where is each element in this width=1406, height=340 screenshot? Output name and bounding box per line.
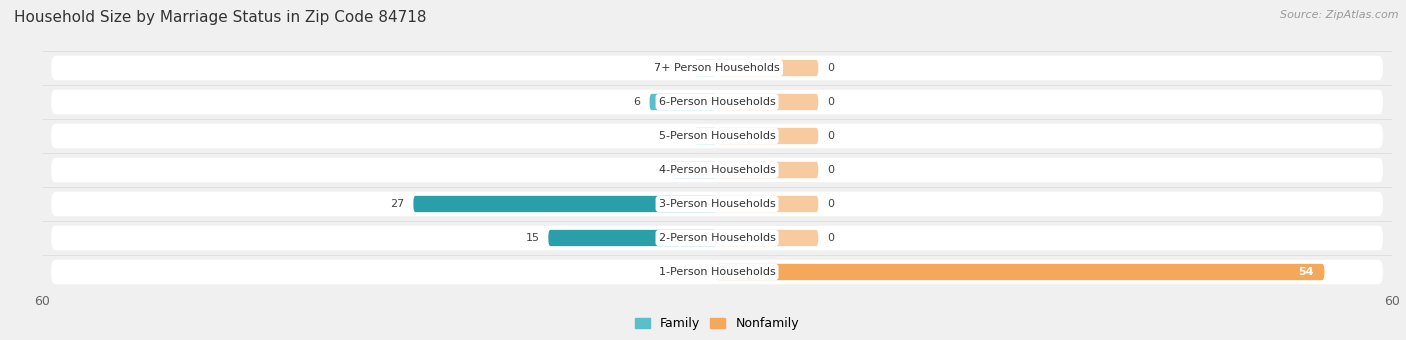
Text: 4: 4 (657, 165, 664, 175)
Text: 2: 2 (679, 131, 686, 141)
FancyBboxPatch shape (672, 162, 717, 178)
Text: 3-Person Households: 3-Person Households (658, 199, 776, 209)
Text: 0: 0 (827, 165, 834, 175)
Text: 2-Person Households: 2-Person Households (658, 233, 776, 243)
Text: 0: 0 (827, 233, 834, 243)
Text: 7+ Person Households: 7+ Person Households (654, 63, 780, 73)
Text: 6-Person Households: 6-Person Households (658, 97, 776, 107)
Text: 1-Person Households: 1-Person Households (658, 267, 776, 277)
FancyBboxPatch shape (650, 94, 717, 110)
FancyBboxPatch shape (51, 158, 1384, 182)
Text: 0: 0 (827, 131, 834, 141)
Text: Household Size by Marriage Status in Zip Code 84718: Household Size by Marriage Status in Zip… (14, 10, 426, 25)
Legend: Family, Nonfamily: Family, Nonfamily (630, 312, 804, 335)
FancyBboxPatch shape (695, 60, 717, 76)
FancyBboxPatch shape (717, 128, 818, 144)
FancyBboxPatch shape (51, 56, 1384, 80)
Text: 0: 0 (827, 97, 834, 107)
FancyBboxPatch shape (717, 60, 818, 76)
Text: 0: 0 (827, 199, 834, 209)
Text: 4-Person Households: 4-Person Households (658, 165, 776, 175)
FancyBboxPatch shape (413, 196, 717, 212)
FancyBboxPatch shape (695, 128, 717, 144)
Text: 5-Person Households: 5-Person Households (658, 131, 776, 141)
FancyBboxPatch shape (51, 226, 1384, 250)
Text: 27: 27 (389, 199, 405, 209)
Text: 6: 6 (634, 97, 641, 107)
Text: 15: 15 (526, 233, 540, 243)
FancyBboxPatch shape (717, 162, 818, 178)
FancyBboxPatch shape (717, 196, 818, 212)
FancyBboxPatch shape (717, 94, 818, 110)
FancyBboxPatch shape (717, 230, 818, 246)
Text: 54: 54 (1298, 267, 1313, 277)
FancyBboxPatch shape (717, 264, 1324, 280)
FancyBboxPatch shape (51, 124, 1384, 148)
FancyBboxPatch shape (51, 192, 1384, 216)
FancyBboxPatch shape (51, 90, 1384, 114)
FancyBboxPatch shape (51, 260, 1384, 284)
Text: 0: 0 (827, 63, 834, 73)
FancyBboxPatch shape (548, 230, 717, 246)
Text: 2: 2 (679, 63, 686, 73)
Text: Source: ZipAtlas.com: Source: ZipAtlas.com (1281, 10, 1399, 20)
